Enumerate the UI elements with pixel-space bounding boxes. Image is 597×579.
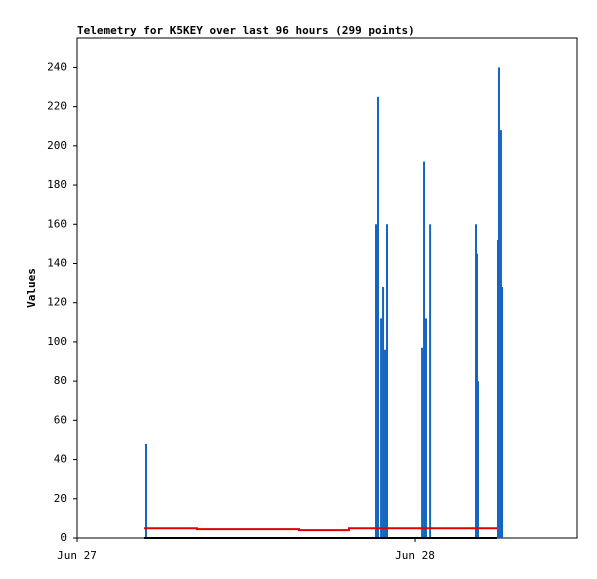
bar — [423, 161, 426, 538]
y-tick-label: 240 — [47, 60, 67, 73]
y-tick-label: 220 — [47, 100, 67, 113]
x-tick-label: Jun 27 — [57, 549, 97, 562]
y-tick-label: 80 — [54, 374, 67, 387]
bar — [384, 349, 387, 538]
bar — [376, 96, 379, 538]
bar — [425, 318, 428, 538]
y-tick-label: 20 — [54, 492, 67, 505]
bar — [380, 318, 383, 538]
y-tick-label: 140 — [47, 256, 67, 269]
y-tick-label: 100 — [47, 335, 67, 348]
y-tick-label: 120 — [47, 296, 67, 309]
y-tick-label: 60 — [54, 413, 67, 426]
y-tick-label: 180 — [47, 178, 67, 191]
bar — [501, 287, 504, 538]
y-tick-label: 200 — [47, 139, 67, 152]
bar — [145, 443, 148, 538]
bar — [429, 224, 432, 538]
chart-title: Telemetry for K5KEY over last 96 hours (… — [77, 24, 415, 37]
bar — [382, 287, 385, 538]
bar — [499, 130, 502, 538]
bar — [386, 224, 388, 538]
line — [144, 527, 497, 532]
bar — [497, 67, 500, 538]
bar — [375, 224, 378, 538]
y-axis-label: Values — [25, 268, 38, 308]
x-tick-label: Jun 28 — [395, 549, 435, 562]
y-tick-label: 0 — [60, 531, 67, 544]
bar — [476, 381, 479, 538]
y-tick-label: 160 — [47, 217, 67, 230]
y-tick-label: 40 — [54, 453, 67, 466]
bar — [421, 347, 424, 538]
